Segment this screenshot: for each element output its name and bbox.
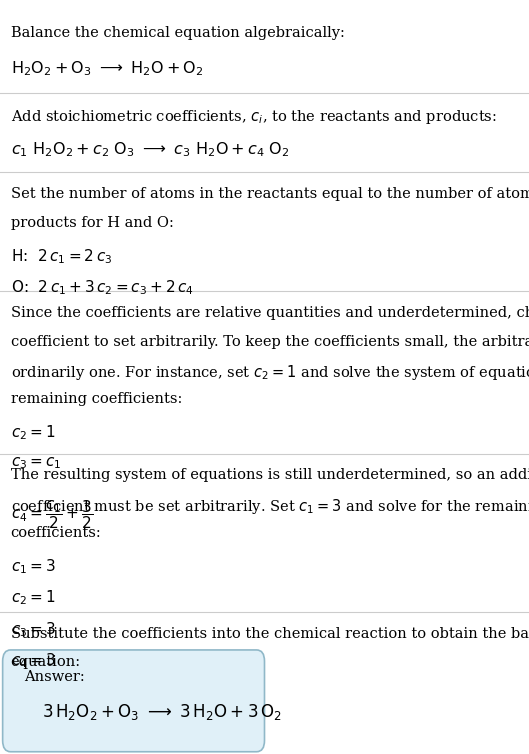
Text: products for H and O:: products for H and O: — [11, 216, 174, 230]
Text: $c_3 = c_1$: $c_3 = c_1$ — [11, 455, 61, 470]
FancyBboxPatch shape — [3, 650, 264, 752]
Text: $c_2 = 1$: $c_2 = 1$ — [11, 424, 55, 443]
Text: Answer:: Answer: — [24, 670, 85, 685]
Text: H:  $2\,c_1 = 2\,c_3$: H: $2\,c_1 = 2\,c_3$ — [11, 247, 112, 266]
Text: remaining coefficients:: remaining coefficients: — [11, 392, 182, 406]
Text: equation:: equation: — [11, 655, 81, 670]
Text: The resulting system of equations is still underdetermined, so an additional: The resulting system of equations is sti… — [11, 468, 529, 483]
Text: Balance the chemical equation algebraically:: Balance the chemical equation algebraica… — [11, 26, 344, 41]
Text: $c_3 = 3$: $c_3 = 3$ — [11, 620, 56, 639]
Text: $3\,\mathrm{H_2O_2} + \mathrm{O_3} \ \longrightarrow \ 3\,\mathrm{H_2O} + 3\,\ma: $3\,\mathrm{H_2O_2} + \mathrm{O_3} \ \lo… — [42, 702, 282, 722]
Text: coefficient to set arbitrarily. To keep the coefficients small, the arbitrary va: coefficient to set arbitrarily. To keep … — [11, 335, 529, 349]
Text: $c_4 = \dfrac{c_1}{2} + \dfrac{3}{2}$: $c_4 = \dfrac{c_1}{2} + \dfrac{3}{2}$ — [11, 498, 93, 531]
Text: Substitute the coefficients into the chemical reaction to obtain the balanced: Substitute the coefficients into the che… — [11, 627, 529, 641]
Text: $c_1 = 3$: $c_1 = 3$ — [11, 557, 56, 576]
Text: $\mathrm{H_2O_2 + O_3} \ \longrightarrow \ \mathrm{H_2O + O_2}$: $\mathrm{H_2O_2 + O_3} \ \longrightarrow… — [11, 60, 203, 78]
Text: $c_1\ \mathrm{H_2O_2} + c_2\ \mathrm{O_3} \ \longrightarrow \ c_3\ \mathrm{H_2O}: $c_1\ \mathrm{H_2O_2} + c_2\ \mathrm{O_3… — [11, 141, 289, 160]
Text: coefficient must be set arbitrarily. Set $c_1 = 3$ and solve for the remaining: coefficient must be set arbitrarily. Set… — [11, 497, 529, 516]
Text: Since the coefficients are relative quantities and underdetermined, choose a: Since the coefficients are relative quan… — [11, 306, 529, 320]
Text: ordinarily one. For instance, set $c_2 = 1$ and solve the system of equations fo: ordinarily one. For instance, set $c_2 =… — [11, 363, 529, 382]
Text: $c_4 = 3$: $c_4 = 3$ — [11, 651, 56, 670]
Text: Add stoichiometric coefficients, $c_i$, to the reactants and products:: Add stoichiometric coefficients, $c_i$, … — [11, 108, 496, 126]
Text: Set the number of atoms in the reactants equal to the number of atoms in the: Set the number of atoms in the reactants… — [11, 187, 529, 201]
Text: O:  $2\,c_1 + 3\,c_2 = c_3 + 2\,c_4$: O: $2\,c_1 + 3\,c_2 = c_3 + 2\,c_4$ — [11, 279, 194, 297]
Text: $c_2 = 1$: $c_2 = 1$ — [11, 589, 55, 607]
Text: coefficients:: coefficients: — [11, 526, 102, 540]
